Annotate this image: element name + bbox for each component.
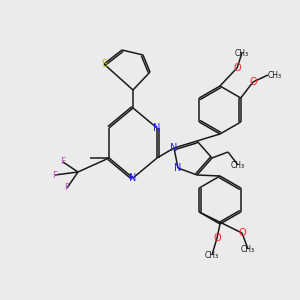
Text: F: F bbox=[60, 158, 66, 166]
Text: F: F bbox=[52, 170, 58, 179]
Text: N: N bbox=[174, 163, 182, 173]
Text: CH₃: CH₃ bbox=[231, 160, 245, 169]
Text: CH₃: CH₃ bbox=[241, 244, 255, 253]
Text: F: F bbox=[64, 184, 70, 193]
Text: S: S bbox=[101, 59, 107, 69]
Text: CH₃: CH₃ bbox=[205, 250, 219, 260]
Text: N: N bbox=[170, 143, 178, 153]
Text: N: N bbox=[153, 123, 161, 133]
Text: O: O bbox=[249, 77, 257, 87]
Text: O: O bbox=[233, 63, 241, 73]
Text: CH₃: CH₃ bbox=[268, 70, 282, 80]
Text: O: O bbox=[213, 233, 221, 243]
Text: O: O bbox=[238, 228, 246, 238]
Text: CH₃: CH₃ bbox=[235, 49, 249, 58]
Text: N: N bbox=[129, 173, 137, 183]
